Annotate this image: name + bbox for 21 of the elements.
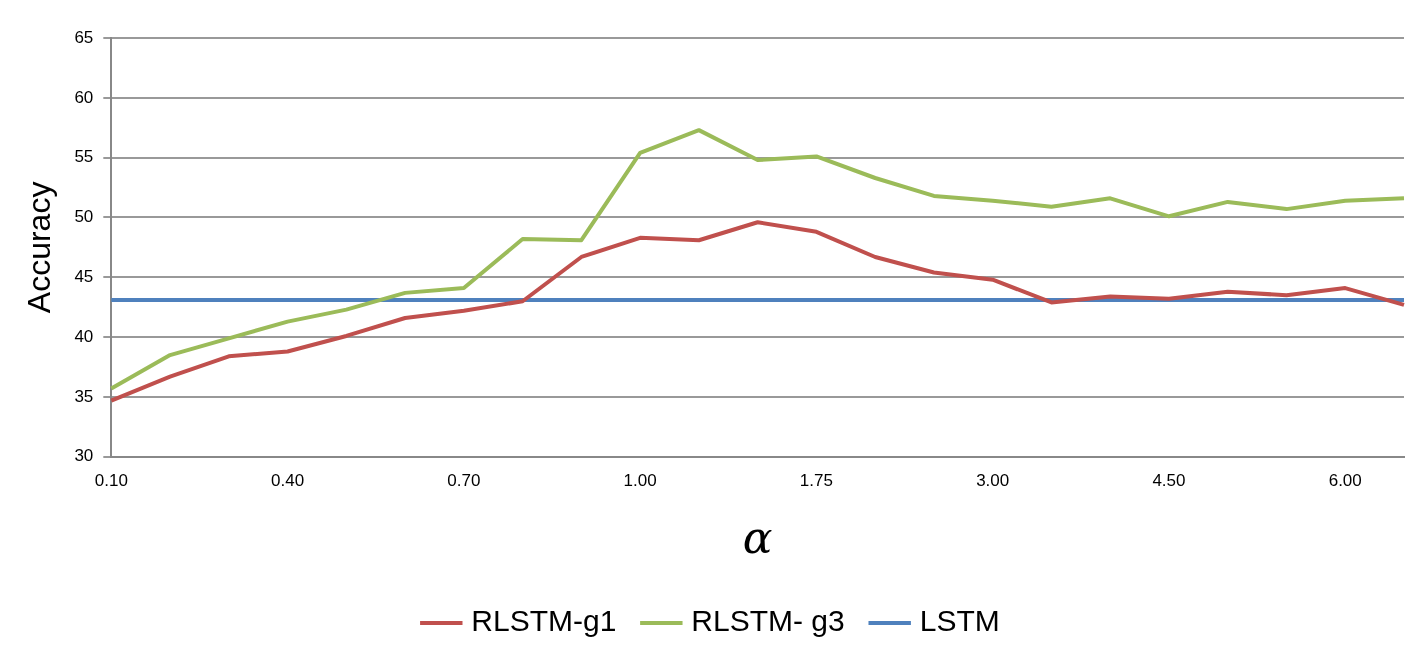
x-tick-label: 3.00 (976, 470, 1010, 490)
y-tick-label: 30 (74, 446, 94, 466)
x-tick-label: 4.50 (1152, 470, 1186, 490)
x-axis-title: α (742, 512, 773, 564)
legend-label: LSTM (919, 604, 1000, 638)
legend-label: RLSTM- g3 (691, 604, 845, 638)
y-tick-label: 65 (74, 27, 94, 47)
y-tick-label: 60 (74, 87, 94, 107)
y-tick-label: 40 (74, 326, 94, 346)
y-axis-title: Accuracy (21, 181, 58, 314)
x-tick-label: 0.70 (447, 470, 481, 490)
legend-label: RLSTM-g1 (471, 604, 617, 638)
y-tick-label: 35 (74, 386, 94, 406)
y-tick-label: 45 (74, 267, 94, 286)
x-tick-label: 0.10 (94, 470, 128, 490)
x-tick-label: 1.75 (799, 470, 833, 490)
y-tick-label: 50 (74, 207, 94, 227)
x-tick-label: 0.40 (271, 470, 305, 490)
x-tick-label: 1.00 (623, 470, 657, 490)
y-tick-label: 55 (74, 147, 94, 167)
x-tick-label: 6.00 (1328, 470, 1362, 490)
